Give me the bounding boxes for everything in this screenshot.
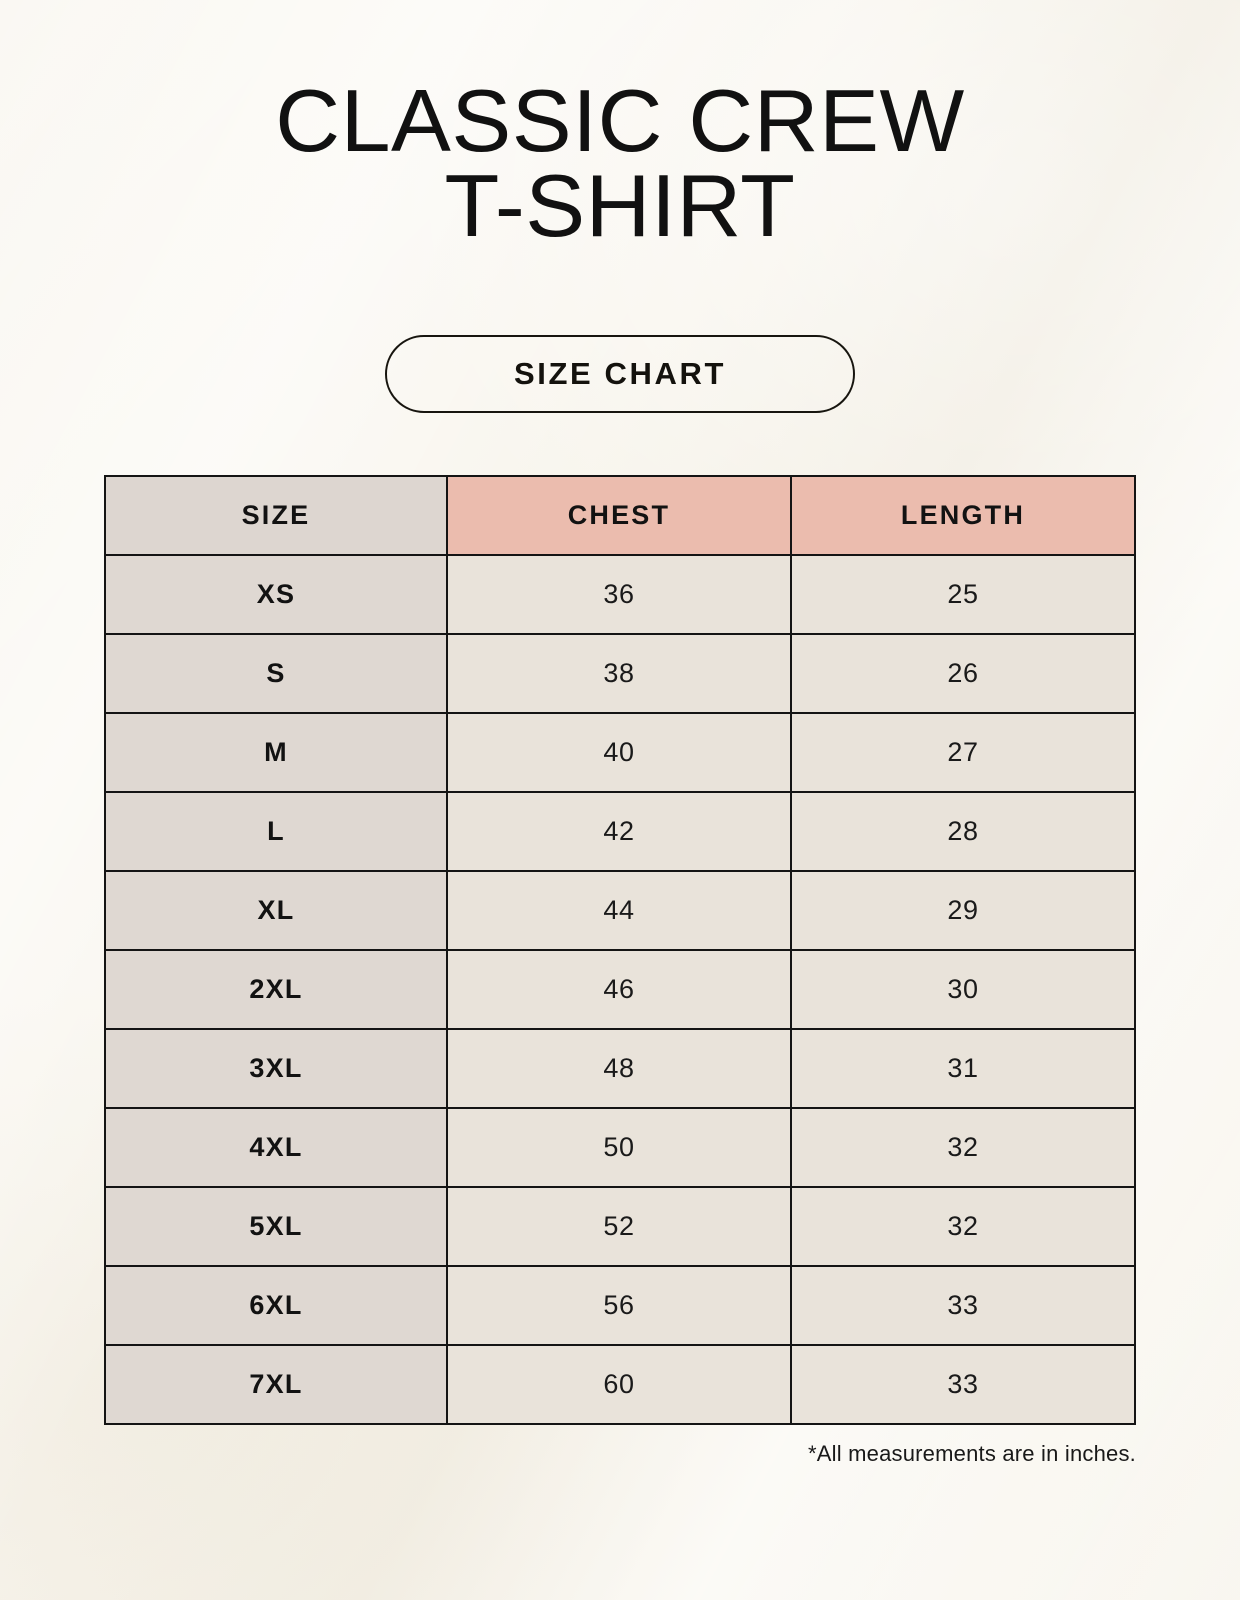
cell-length: 31 [789, 1027, 1137, 1109]
cell-chest: 48 [445, 1027, 792, 1109]
column-header-chest: CHEST [445, 474, 792, 556]
cell-length: 32 [789, 1185, 1137, 1267]
measurement-footnote: *All measurements are in inches. [808, 1440, 1136, 1466]
table-row: S 38 26 [104, 632, 1137, 714]
cell-size: S [104, 632, 448, 714]
cell-length: 25 [789, 553, 1137, 635]
table-row: 4XL 50 32 [104, 1106, 1137, 1188]
table-row: XL 44 29 [104, 869, 1137, 951]
table-header-row: SIZE CHEST LENGTH [104, 474, 1137, 556]
product-title-line-2: T-SHIRT [444, 156, 796, 256]
cell-length: 26 [789, 632, 1137, 714]
table-row: 7XL 60 33 [104, 1343, 1137, 1425]
cell-chest: 40 [445, 711, 792, 793]
cell-chest: 46 [445, 948, 792, 1030]
cell-length: 30 [789, 948, 1137, 1030]
cell-size: 5XL [104, 1185, 448, 1267]
table-row: 5XL 52 32 [104, 1185, 1137, 1267]
column-header-size: SIZE [104, 474, 448, 556]
table-row: L 42 28 [104, 790, 1137, 872]
cell-chest: 42 [445, 790, 792, 872]
cell-chest: 38 [445, 632, 792, 714]
page-title: CLASSIC CREW T-SHIRT [0, 0, 1240, 256]
cell-length: 33 [789, 1264, 1137, 1346]
table-row: XS 36 25 [104, 553, 1137, 635]
cell-length: 28 [789, 790, 1137, 872]
cell-size: 2XL [104, 948, 448, 1030]
table-row: 6XL 56 33 [104, 1264, 1137, 1346]
cell-length: 32 [789, 1106, 1137, 1188]
column-header-length: LENGTH [789, 474, 1137, 556]
size-table: SIZE CHEST LENGTH XS 36 25 S 38 26 M [104, 474, 1137, 1425]
table-body: XS 36 25 S 38 26 M 40 27 L 42 28 [104, 553, 1137, 1425]
table-row: 2XL 46 30 [104, 948, 1137, 1030]
product-title-line-1: CLASSIC CREW [275, 71, 965, 170]
cell-chest: 50 [445, 1106, 792, 1188]
cell-size: M [104, 711, 448, 793]
cell-size: 6XL [104, 1264, 448, 1346]
cell-chest: 56 [445, 1264, 792, 1346]
table-row: 3XL 48 31 [104, 1027, 1137, 1109]
cell-chest: 60 [445, 1343, 792, 1425]
table-header: SIZE CHEST LENGTH [104, 474, 1137, 556]
cell-length: 33 [789, 1343, 1137, 1425]
cell-chest: 36 [445, 553, 792, 635]
cell-length: 29 [789, 869, 1137, 951]
cell-size: XL [104, 869, 448, 951]
badge-row: SIZE CHART [0, 334, 1240, 413]
cell-size: 4XL [104, 1106, 448, 1188]
cell-length: 27 [789, 711, 1137, 793]
product-title: CLASSIC CREW T-SHIRT [0, 71, 1240, 256]
cell-size: 7XL [104, 1343, 448, 1425]
size-chart-badge: SIZE CHART [385, 334, 855, 413]
size-table-container: SIZE CHEST LENGTH XS 36 25 S 38 26 M [104, 474, 1137, 1425]
cell-chest: 52 [445, 1185, 792, 1267]
cell-chest: 44 [445, 869, 792, 951]
cell-size: 3XL [104, 1027, 448, 1109]
cell-size: XS [104, 553, 448, 635]
cell-size: L [104, 790, 448, 872]
table-row: M 40 27 [104, 711, 1137, 793]
